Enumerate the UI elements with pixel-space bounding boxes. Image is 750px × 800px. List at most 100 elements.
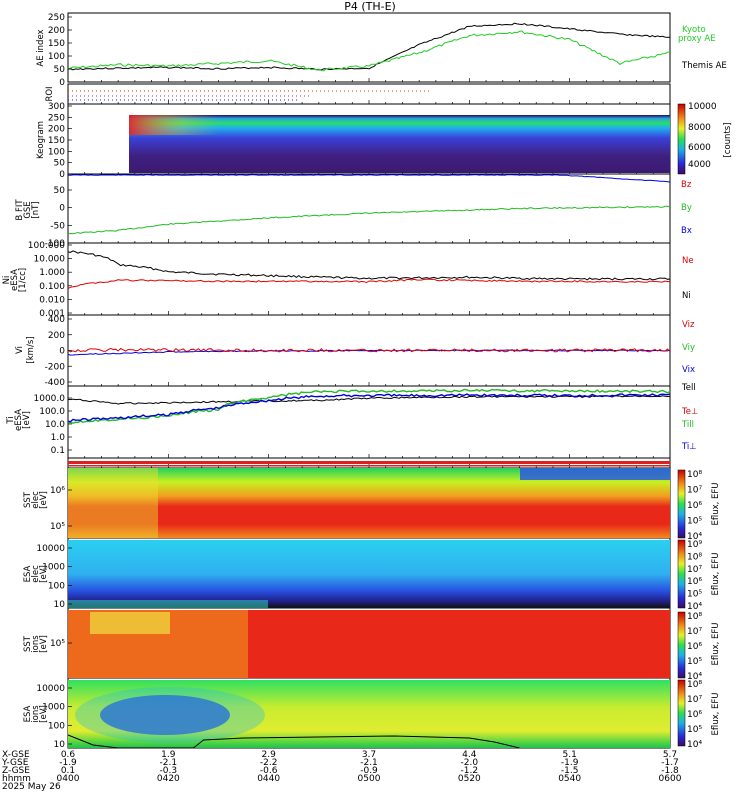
keogram-colorbar	[677, 103, 686, 175]
panel-density: Ni eESA [1/cc] Ne Ni	[2, 250, 694, 301]
sste-late-blue-bins	[520, 468, 670, 480]
orbit-value: -1.7	[661, 758, 679, 768]
series-by	[67, 205, 671, 235]
mode-bar-top	[68, 461, 670, 464]
ae-y-tick: 250	[48, 13, 65, 23]
mode-bar	[68, 461, 670, 467]
keogram-dawn-glow	[129, 115, 219, 135]
ssti-colorbar	[677, 611, 686, 679]
orbit-value: 5.7	[663, 750, 677, 760]
ssti-cbar-label: Eflux, EFU	[711, 622, 721, 665]
velocity-y-tick: -400	[45, 378, 66, 388]
legend-viy: Viy	[682, 343, 695, 353]
esa_e-y-tick: 10000	[36, 544, 65, 554]
esa_i-cbar-tick: 10⁷	[687, 695, 702, 705]
keogram-y-tick: 200	[48, 125, 65, 135]
orbit-value: -1.9	[59, 758, 77, 768]
sst_i-cbar-tick: 10⁶	[687, 642, 702, 652]
esae-ylabel-species: elec	[31, 565, 41, 583]
temp-y-tick: 10.0	[45, 420, 65, 430]
esa_e-cbar-tick: 10⁷	[687, 565, 702, 575]
legend-tiperp: Ti⊥	[681, 442, 697, 452]
sste-cbar-label: Eflux, EFU	[711, 482, 721, 525]
orbit-value: 0600	[659, 774, 682, 784]
t-ylabel-unit: [eV]	[22, 411, 32, 429]
density-y-tick: 0.001	[39, 309, 65, 319]
t-ylabel: Ti	[6, 416, 16, 424]
legend-ni: Ni	[682, 291, 691, 301]
bfield-y-tick: 50	[54, 186, 66, 196]
ae-y-tick: 200	[48, 26, 65, 36]
keogram-cbar-tick: 4000	[688, 160, 711, 170]
esa_i-y-tick: 10000	[36, 684, 65, 694]
panel-frame-t	[67, 385, 671, 459]
orbit-value: 0440	[257, 774, 280, 784]
keogram-image	[129, 115, 670, 173]
figure-title: P4 (TH-E)	[344, 0, 396, 13]
bfield-y-tick: 0	[59, 204, 65, 214]
sste-ylabel-unit: [eV]	[39, 491, 49, 509]
esae-colorbar	[677, 539, 686, 609]
esa_i-y-tick: 100	[48, 721, 65, 731]
orbit-value: -0.3	[160, 766, 178, 776]
legend-vix: Vix	[682, 365, 695, 375]
orbit-value: -1.2	[461, 766, 479, 776]
orbit-value: -1.8	[661, 766, 679, 776]
sst_i-cbar-tick: 10⁸	[687, 612, 702, 622]
velocity-y-tick: 0	[59, 347, 65, 357]
panel-temperature: Ti eESA [eV] Tell Te⊥ Till Ti⊥	[6, 383, 698, 452]
panel-esa-ions: ESA ions [eV] Eflux, EFU	[23, 679, 721, 749]
keogram-y-tick: 250	[48, 113, 65, 123]
legend-teperp: Te⊥	[681, 407, 698, 417]
orbit-value: -1.5	[561, 766, 579, 776]
density-y-tick: 10.000	[34, 255, 66, 265]
esa_i-cbar-tick: 10⁶	[687, 710, 702, 720]
orbit-value: 0420	[157, 774, 180, 784]
panel-velocity: Vi [km/s] Viz Viy Vix	[15, 320, 695, 375]
keogram-cbar-tick: 8000	[688, 123, 711, 133]
esai-blue-patch	[100, 695, 230, 735]
sst_e-cbar-tick: 10⁸	[687, 470, 702, 480]
series-vix	[67, 349, 671, 356]
ssti-ylabel-species: ions	[31, 635, 41, 653]
esa_e-cbar-tick: 10⁴	[687, 602, 702, 612]
esa_i-cbar-tick: 10⁵	[687, 725, 702, 735]
esai-cbar-label: Eflux, EFU	[711, 692, 721, 735]
esa_e-cbar-tick: 10⁸	[687, 552, 702, 562]
series-viz	[67, 347, 671, 353]
temp-y-tick: 0.1	[51, 446, 65, 456]
legend-ne: Ne	[682, 256, 694, 266]
orbit-value: 4.4	[462, 750, 477, 760]
esa_i-cbar-tick: 10⁴	[687, 740, 702, 750]
orbit-value: 0540	[558, 774, 581, 784]
esae-ylabel: ESA	[23, 565, 33, 582]
b-ylabel: B FIT	[15, 199, 25, 221]
esa_i-y-tick: 1000	[42, 703, 65, 713]
orbit-value: 5.1	[563, 750, 577, 760]
keogram-y-tick: 0	[59, 170, 65, 180]
sst_i-cbar-tick: 10⁷	[687, 627, 702, 637]
series-bx	[67, 174, 671, 183]
b-ylabel-frame: GSE	[23, 201, 33, 218]
legend-till: Till	[681, 420, 694, 430]
keogram-y-tick: 300	[48, 102, 65, 112]
density-y-tick: 1.000	[39, 268, 65, 278]
esa_e-y-tick: 100	[48, 581, 65, 591]
density-y-tick: 0.010	[39, 295, 65, 305]
sste-ylabel-species: elec	[31, 491, 41, 509]
sst_e-cbar-tick: 10⁶	[687, 501, 702, 511]
esai-ylabel-unit: [eV]	[39, 705, 49, 723]
esa_e-y-tick: 10	[54, 600, 66, 610]
esae-spectrogram	[68, 540, 670, 608]
temp-y-tick: 1000.0	[34, 394, 66, 404]
v-ylabel: Vi	[15, 346, 25, 354]
orbit-value: -2.1	[360, 758, 378, 768]
y-tick-labels: 250200150100500300250200150100500500-50-…	[28, 13, 72, 750]
sst_e-y-tick: 10⁵	[50, 522, 65, 532]
esa_i-y-tick: 10	[54, 740, 66, 750]
esai-ylabel-species: ions	[31, 705, 41, 723]
n-ylabel-unit: [1/cc]	[18, 268, 28, 292]
series-ne	[67, 278, 670, 289]
orbit-value: 0520	[458, 774, 481, 784]
temp-y-tick: 100.0	[39, 407, 65, 417]
